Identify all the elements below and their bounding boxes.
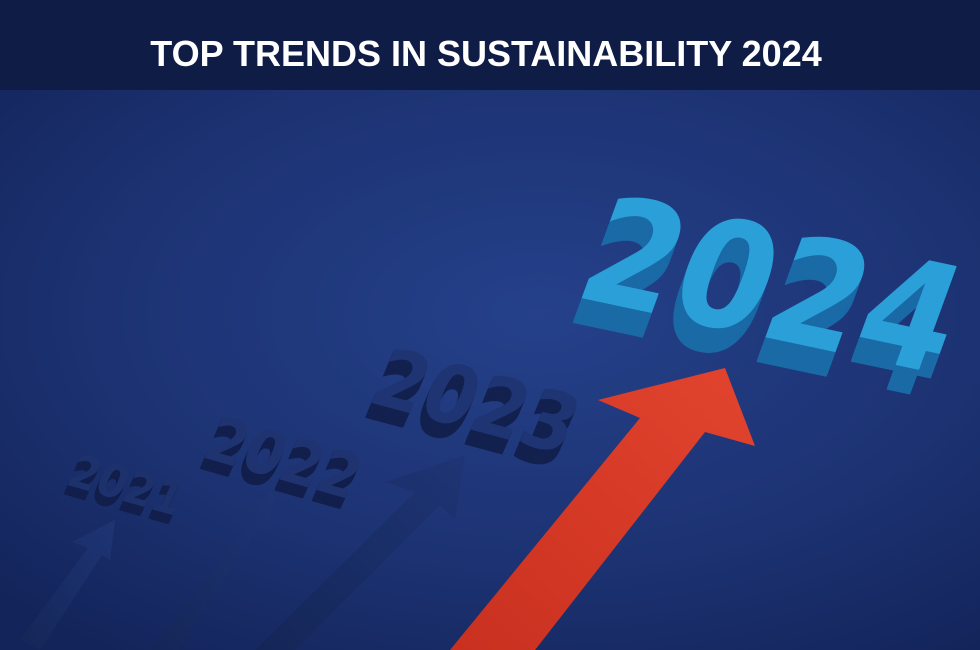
arrow <box>150 490 275 650</box>
arrow <box>255 455 465 650</box>
title: TOP TRENDS IN SUSTAINABILITY 2024 <box>150 33 821 74</box>
arrow-highlight <box>450 368 755 650</box>
arrow <box>20 520 115 650</box>
backdrop <box>0 90 980 650</box>
